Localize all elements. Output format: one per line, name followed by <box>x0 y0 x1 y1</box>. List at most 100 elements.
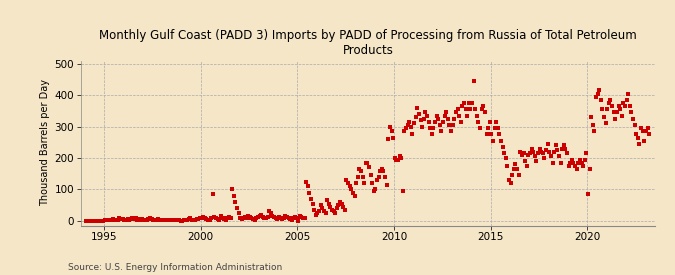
Point <box>412 105 423 110</box>
Point <box>360 160 371 165</box>
Point <box>356 168 367 173</box>
Point <box>225 216 236 221</box>
Point <box>489 126 500 130</box>
Point <box>322 198 333 203</box>
Point <box>244 215 255 219</box>
Point <box>618 101 628 105</box>
Point <box>608 110 619 115</box>
Point <box>262 215 273 219</box>
Point <box>537 151 548 155</box>
Point <box>273 215 284 219</box>
Point <box>209 215 220 219</box>
Point <box>336 201 347 206</box>
Point <box>217 216 228 221</box>
Point <box>306 197 317 201</box>
Point <box>269 215 279 219</box>
Point <box>357 175 368 179</box>
Point <box>437 120 448 124</box>
Point <box>372 178 383 182</box>
Point <box>623 91 634 96</box>
Point <box>510 162 521 166</box>
Point <box>542 142 553 146</box>
Point <box>354 167 364 171</box>
Point <box>348 190 358 195</box>
Point <box>177 219 188 223</box>
Point <box>433 116 443 121</box>
Point <box>364 165 375 170</box>
Point <box>320 211 331 215</box>
Point <box>193 217 204 221</box>
Point <box>340 208 350 212</box>
Point <box>513 173 524 177</box>
Point <box>148 218 159 222</box>
Point <box>495 138 506 143</box>
Point <box>343 181 354 185</box>
Point <box>331 206 342 210</box>
Point <box>563 164 574 168</box>
Point <box>425 126 435 130</box>
Point <box>232 206 242 210</box>
Point <box>380 175 391 179</box>
Point <box>101 218 112 223</box>
Point <box>136 217 147 221</box>
Point <box>170 218 181 222</box>
Point <box>603 101 614 105</box>
Point <box>401 126 412 130</box>
Point <box>626 110 637 115</box>
Point <box>473 120 484 124</box>
Point <box>491 120 502 124</box>
Point <box>338 204 349 209</box>
Point <box>173 218 184 223</box>
Point <box>155 218 165 222</box>
Point <box>389 156 400 160</box>
Point <box>341 178 352 182</box>
Point <box>254 214 265 218</box>
Point <box>512 167 522 171</box>
Point <box>586 115 597 119</box>
Point <box>196 215 207 220</box>
Point <box>612 110 622 115</box>
Point <box>378 168 389 173</box>
Point <box>428 126 439 130</box>
Point <box>407 132 418 137</box>
Point <box>418 116 429 121</box>
Point <box>595 98 606 102</box>
Point <box>394 154 405 159</box>
Point <box>481 132 492 137</box>
Point <box>220 217 231 222</box>
Point <box>518 151 529 155</box>
Point <box>607 104 618 108</box>
Point <box>620 104 630 108</box>
Point <box>185 216 196 221</box>
Point <box>541 148 551 152</box>
Point <box>142 217 153 222</box>
Point <box>130 215 141 220</box>
Point <box>191 217 202 221</box>
Point <box>504 178 514 182</box>
Point <box>178 218 189 222</box>
Point <box>310 212 321 217</box>
Point <box>529 154 540 159</box>
Point <box>502 164 513 168</box>
Point <box>182 218 192 222</box>
Point <box>246 216 257 221</box>
Point <box>592 91 603 96</box>
Point <box>100 218 111 222</box>
Point <box>550 143 561 148</box>
Point <box>631 132 642 137</box>
Point <box>198 215 209 219</box>
Point <box>230 200 241 204</box>
Point <box>93 219 104 223</box>
Point <box>456 120 466 124</box>
Point <box>549 149 560 154</box>
Point <box>88 219 99 223</box>
Point <box>328 209 339 214</box>
Point <box>573 160 584 165</box>
Point <box>637 129 648 133</box>
Point <box>365 173 376 177</box>
Point <box>605 98 616 102</box>
Point <box>319 209 329 214</box>
Point <box>111 218 122 222</box>
Point <box>629 123 640 127</box>
Point <box>450 110 461 115</box>
